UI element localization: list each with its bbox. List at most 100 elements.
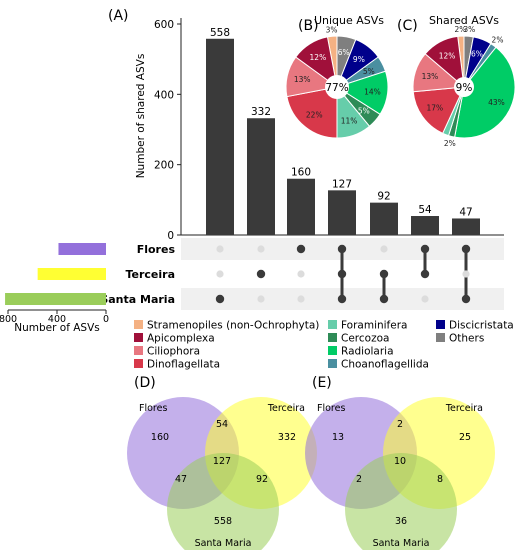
intersection-bar	[206, 38, 234, 235]
legend-swatch	[328, 359, 337, 368]
intersection-bar	[370, 202, 398, 235]
legend-label: Radiolaria	[341, 346, 394, 358]
venn-region-count: 332	[278, 432, 296, 443]
y-axis-label: Number of shared ASVs	[135, 54, 147, 179]
bar-value-label: 558	[210, 27, 230, 39]
venn-set-label: Santa Maria	[373, 538, 430, 549]
pie-center-label: 77%	[325, 82, 348, 94]
legend-label: Others	[449, 333, 484, 345]
pie-slice-label: 2%	[444, 139, 456, 148]
y-tick-label: 200	[154, 160, 174, 172]
matrix-dot-inactive	[216, 245, 224, 253]
legend-label: Choanoflagellida	[341, 359, 429, 371]
venn-circle-santa-maria	[345, 453, 457, 550]
matrix-dot-active	[379, 269, 389, 279]
set-size-tick-label: 800	[0, 314, 17, 325]
intersection-bar	[328, 190, 356, 235]
pie-slice-label: 5%	[358, 107, 370, 116]
matrix-dot-inactive	[297, 295, 305, 303]
legend-swatch	[436, 320, 445, 329]
pie-center	[454, 77, 474, 97]
pie-slice-label: 13%	[422, 72, 439, 81]
pie-slice-label: 2%	[454, 25, 466, 34]
matrix-dot-inactive	[257, 295, 265, 303]
y-tick-label: 600	[154, 19, 174, 31]
pie-center	[325, 75, 349, 99]
y-tick-label: 400	[154, 89, 174, 101]
upset-plot: Number of shared ASVs Number of ASVs 0 20…	[0, 18, 504, 334]
pie-slice-label: 9%	[353, 55, 365, 64]
venn-all-asvs: Flores Terceira Santa Maria 160 332 558 54 47 92…	[127, 397, 317, 550]
legend-label: Stramenopiles (non-Ochrophyta)	[147, 320, 319, 332]
pie-slice-label: 17%	[427, 104, 444, 113]
venn-region-count: 36	[395, 516, 407, 527]
legend-swatch	[328, 346, 337, 355]
legend-swatch	[134, 359, 143, 368]
venn-region-count: 2	[397, 419, 403, 430]
pie-slice-label: 5%	[363, 67, 375, 76]
matrix-dot-active	[337, 269, 347, 279]
venn-circle-santa-maria	[167, 453, 279, 550]
venn-set-label: Flores	[317, 403, 345, 414]
pie-slice-label: 11%	[341, 117, 358, 126]
pie-shared-title: Shared ASVs	[429, 14, 499, 27]
matrix-dot-active	[256, 269, 266, 279]
bar-value-label: 160	[291, 167, 311, 179]
pie-slice-label: 3%	[326, 25, 338, 34]
legend-label: Apicomplexa	[147, 333, 215, 345]
matrix-dot-inactive	[380, 245, 388, 253]
matrix-dot-inactive	[216, 270, 224, 278]
set-size-bar	[5, 293, 107, 305]
pie-slice-label: 12%	[439, 52, 456, 61]
venn-set-label: Terceira	[445, 403, 483, 414]
panel-label-c: (C)	[397, 18, 418, 34]
set-size-tick-label: 0	[103, 314, 109, 325]
taxon-legend: Stramenopiles (non-Ochrophyta)Apicomplex…	[134, 320, 514, 371]
set-size-bar	[37, 268, 106, 280]
pie-slice-label: 12%	[310, 53, 327, 62]
matrix-dot-active	[420, 244, 430, 254]
venn-region-count: 558	[214, 516, 232, 527]
legend-swatch	[436, 333, 445, 342]
venn-region-count: 127	[213, 456, 231, 467]
pie-slice	[412, 86, 465, 134]
matrix-dot-inactive	[257, 245, 265, 253]
matrix-dot-inactive	[421, 295, 429, 303]
matrix-dot-active	[461, 294, 471, 304]
legend-swatch	[134, 320, 143, 329]
legend-swatch	[134, 346, 143, 355]
set-label: Santa Maria	[100, 293, 175, 306]
venn-region-count: 160	[151, 432, 169, 443]
legend-swatch	[328, 333, 337, 342]
bar-value-label: 332	[251, 106, 271, 118]
y-tick-label: 0	[167, 230, 174, 242]
set-size-axis-label: Number of ASVs	[14, 322, 99, 334]
pie-slice-label: 3%	[463, 25, 475, 34]
matrix-dot-active	[379, 294, 389, 304]
pie-unique-title: Unique ASVs	[314, 14, 384, 27]
venn-set-label: Terceira	[267, 403, 305, 414]
legend-label: Discicristata	[449, 320, 514, 332]
bar-value-label: 127	[332, 178, 352, 190]
legend-label: Cercozoa	[341, 333, 389, 345]
pie-slice-label: 6%	[471, 50, 483, 59]
bar-value-label: 47	[459, 206, 472, 218]
intersection-bar	[411, 216, 439, 235]
legend-swatch	[134, 333, 143, 342]
legend-label: Dinoflagellata	[147, 359, 220, 371]
bar-value-label: 92	[377, 191, 390, 203]
matrix-dot-inactive	[297, 270, 305, 278]
pie-slice-label: 22%	[306, 111, 323, 120]
set-label: Flores	[137, 243, 176, 256]
pie-slice	[286, 86, 338, 139]
panel-label-b: (B)	[298, 18, 319, 34]
matrix-dot-active	[420, 269, 430, 279]
matrix-dot-inactive	[462, 270, 470, 278]
pie-unique-asvs: Unique ASVs 3%6%9%5%14%5%11%22%13%12%77%	[285, 14, 389, 139]
pie-slice-label: 6%	[338, 48, 350, 57]
matrix-dot-active	[337, 294, 347, 304]
pie-slice-label: 2%	[492, 36, 504, 45]
matrix-dot-active	[337, 244, 347, 254]
